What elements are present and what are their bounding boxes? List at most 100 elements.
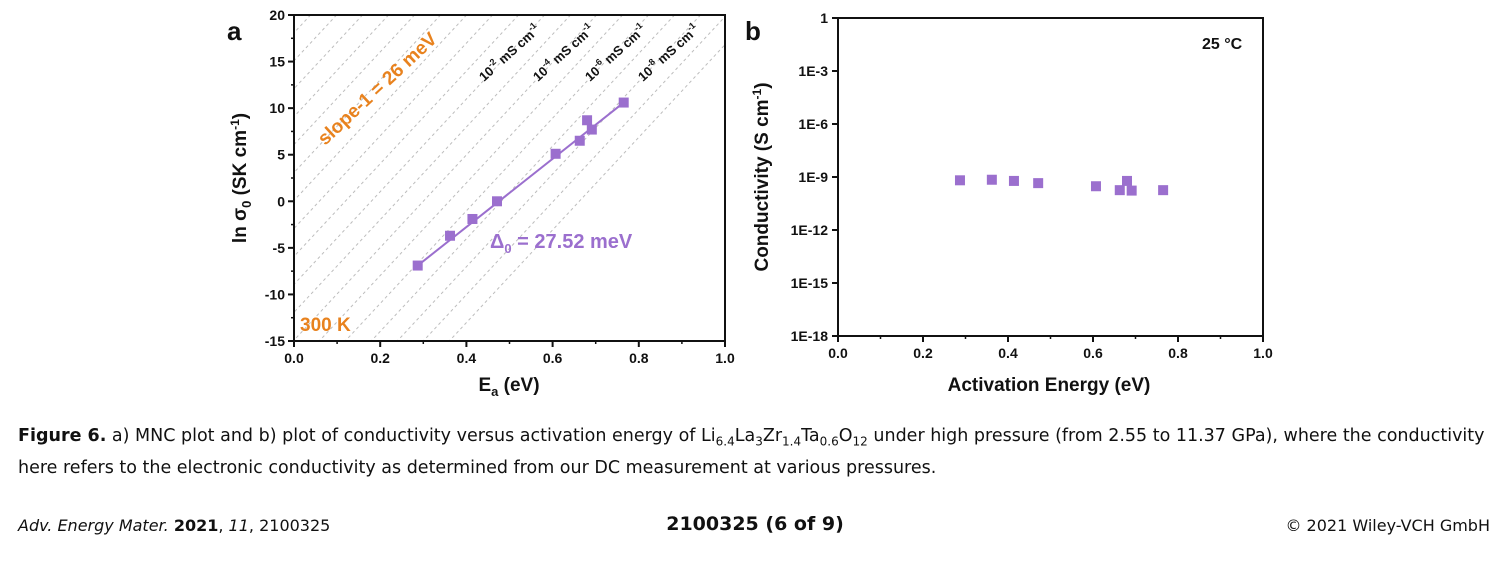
data-point-a: [412, 260, 423, 271]
y-tick-label-b: 1: [820, 10, 828, 26]
y-tick-label-a: 5: [277, 147, 285, 163]
formula-subscript: 12: [852, 434, 868, 449]
y-tick-label-b: 1E-3: [798, 63, 828, 79]
x-tick-label-a: 0.8: [629, 350, 649, 366]
y-axis-title-a: ln σ0 (SK cm-1): [228, 113, 254, 243]
axes-b: 0.0 0.2 0.4 0.6 0.8 1.0 1E-18 1E-15 1E-12 1E-9 1E-…: [791, 10, 1273, 361]
iso-line: [0, 0, 190, 351]
data-point-a: [586, 124, 597, 135]
panel-a-label: a: [227, 16, 242, 46]
data-point-a: [618, 97, 629, 108]
x-tick-label-b: 0.6: [1083, 345, 1103, 361]
iso-line: [396, 15, 702, 341]
x-tick-label-a: 0.0: [284, 350, 304, 366]
formula-subscript: 3: [755, 434, 763, 449]
data-point-b: [1090, 181, 1101, 192]
data-point-b: [1008, 175, 1019, 186]
y-axis-title-b: Conductivity (S cm-1): [750, 82, 773, 271]
formula-subscript: 0.6: [819, 434, 839, 449]
formula-element: O: [838, 426, 853, 446]
panel-a: a 0.0 0.2 0.4 0.6 0.8 1.0 -15 -10 -5 0 5 10 15 20 10-…: [0, 0, 735, 399]
data-point-a: [550, 148, 561, 159]
iso-line: [448, 43, 725, 341]
caption-formula: Li6.4La3Zr1.4Ta0.6O12: [701, 426, 868, 449]
data-point-a: [467, 213, 478, 224]
caption-text-1: a) MNC plot and b) plot of conductivity …: [106, 426, 702, 446]
iso-line: [0, 0, 34, 351]
data-point-b: [1122, 175, 1132, 186]
data-point-a: [445, 230, 456, 241]
formula-subscript: 1.4: [782, 434, 802, 449]
iso-line: [294, 15, 468, 202]
iso-line: [294, 15, 416, 146]
figure-6: a 0.0 0.2 0.4 0.6 0.8 1.0 -15 -10 -5 0 5 10 15 20 10-…: [0, 0, 1273, 399]
iso-line: [318, 15, 624, 341]
x-tick-label-b: 1.0: [1253, 345, 1273, 361]
iso-line: [294, 15, 338, 62]
iso-line: [422, 15, 725, 341]
footer-citation: Adv. Energy Mater. 2021, 11, 2100325: [18, 516, 331, 535]
figure-caption: Figure 6. a) MNC plot and b) plot of con…: [18, 423, 1490, 481]
footer-year: 2021: [173, 516, 219, 535]
data-point-b: [954, 175, 965, 186]
x-tick-label-b: 0.2: [913, 345, 933, 361]
iso-line: [0, 0, 216, 351]
iso-line: [0, 0, 112, 351]
iso-line: [0, 0, 86, 351]
temperature-label: 300 K: [300, 315, 351, 336]
x-tick-label-b: 0.4: [998, 345, 1018, 361]
y-tick-label-a: 0: [277, 193, 285, 209]
footer-journal: Adv. Energy Mater.: [18, 516, 169, 535]
footer-article: 2100325: [259, 516, 331, 535]
y-tick-label-a: 20: [269, 7, 285, 23]
footer-copyright: © 2021 Wiley-VCH GmbH: [1285, 516, 1490, 535]
iso-label-4: 10-8 mS cm-1: [634, 20, 702, 84]
iso-line: [294, 15, 442, 174]
caption-label: Figure 6.: [18, 426, 107, 446]
data-point-a: [492, 196, 503, 207]
x-tick-label-b: 0.8: [1168, 345, 1188, 361]
data-point-b: [1033, 178, 1044, 189]
iso-line: [294, 15, 598, 341]
x-tick-label-a: 0.4: [457, 350, 477, 366]
y-tick-label-a: 15: [269, 54, 285, 70]
iso-line: [294, 15, 572, 314]
plot-frame-b: [837, 17, 1264, 337]
iso-line: [0, 0, 268, 351]
data-point-b: [1126, 185, 1137, 196]
caption-text-2: under high pressure (from 2.55 to 11.37 …: [18, 426, 1485, 478]
data-point-a: [574, 135, 585, 146]
y-tick-label-b: 1E-12: [791, 222, 829, 238]
data-points-b: [954, 174, 1169, 196]
x-tick-label-a: 0.6: [543, 350, 563, 366]
temperature-annotation: 25 °C: [1202, 36, 1243, 53]
data-point-b: [1114, 185, 1125, 196]
panel-b: b 0.0 0.2 0.4 0.6 0.8 1.0 1E-18 1E-15 1E-12 1E-9 1…: [745, 10, 1273, 396]
x-tick-label-b: 0.0: [828, 345, 848, 361]
data-points-a: [412, 97, 629, 271]
y-tick-label-a: 10: [269, 100, 285, 116]
iso-line: [0, 0, 60, 351]
axes-a: 0.0 0.2 0.4 0.6 0.8 1.0 -15 -10 -5 0 5 10 15 20: [265, 7, 735, 366]
data-point-b: [1158, 185, 1169, 196]
formula-element: Li: [701, 426, 716, 446]
iso-line: [0, 0, 8, 351]
data-point-b: [986, 174, 997, 185]
x-tick-label-a: 0.2: [370, 350, 390, 366]
x-axis-title-a: Ea (eV): [478, 375, 539, 399]
iso-line: [0, 0, 138, 351]
y-tick-label-a: -10: [265, 286, 285, 302]
x-axis-title-b: Activation Energy (eV): [948, 375, 1151, 396]
iso-conductivity-lines: [0, 0, 725, 351]
y-tick-label-a: -15: [265, 333, 285, 349]
formula-element: Zr: [762, 426, 783, 446]
iso-line: [294, 15, 546, 286]
y-tick-label-b: 1E-9: [798, 169, 828, 185]
footer-volume: 11: [228, 516, 249, 535]
y-tick-label-b: 1E-18: [791, 328, 829, 344]
formula-subscript: 6.4: [715, 434, 735, 449]
data-point-a: [582, 115, 593, 126]
formula-element: Ta: [801, 426, 820, 446]
iso-line: [370, 15, 676, 341]
iso-line: [0, 0, 242, 351]
